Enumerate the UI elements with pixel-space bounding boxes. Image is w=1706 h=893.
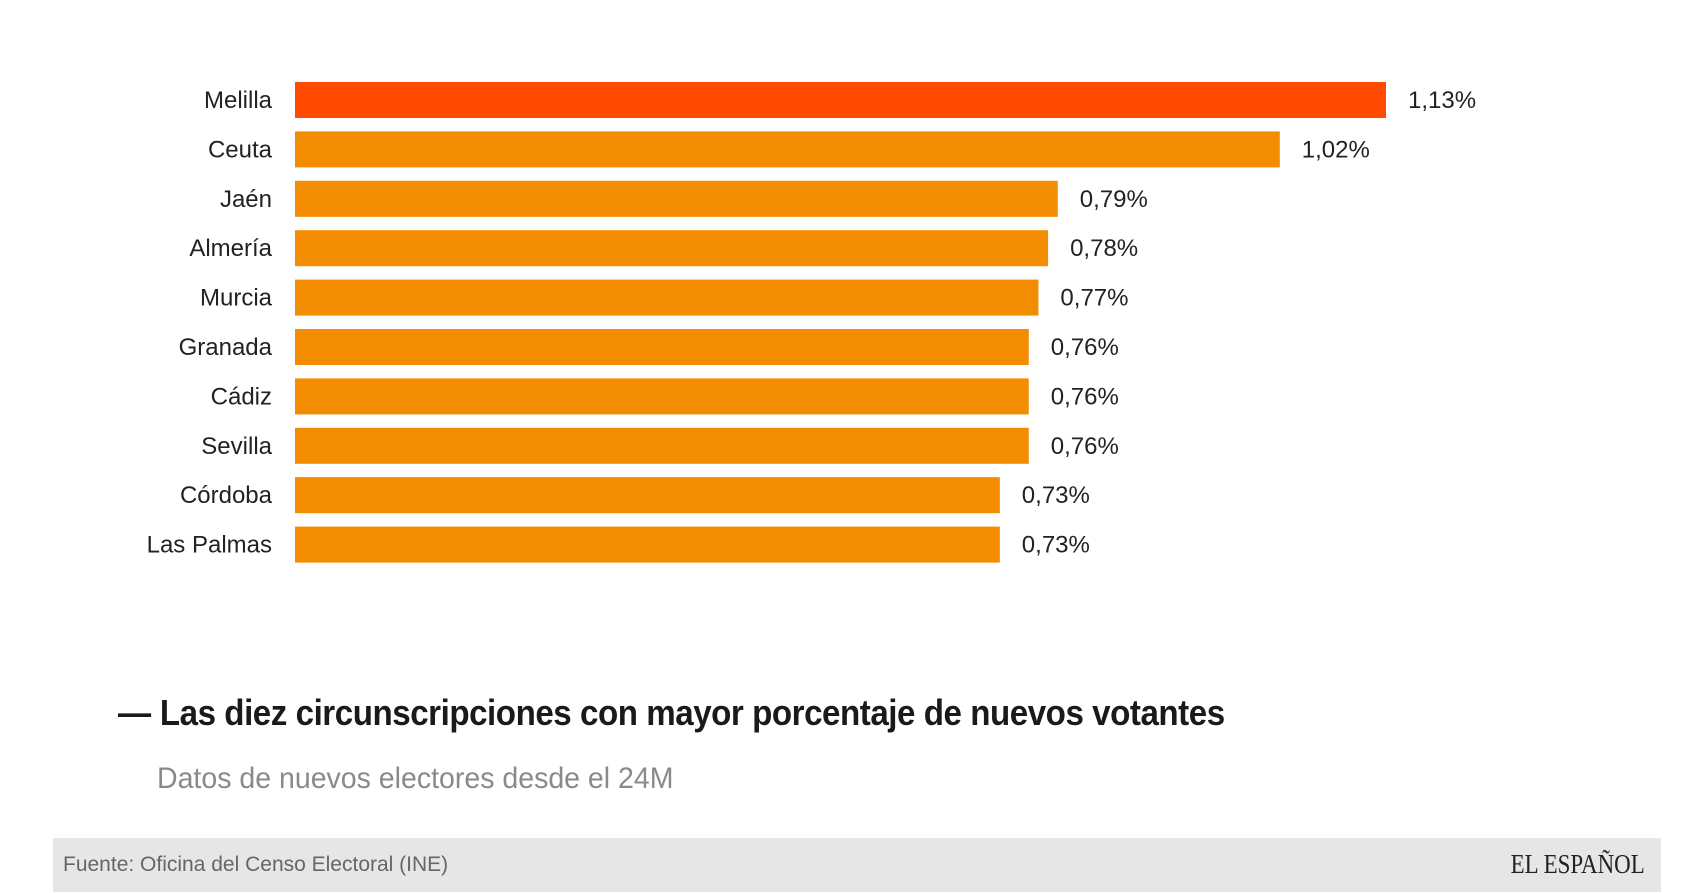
bar-row: Melilla 1,13% xyxy=(204,82,1476,118)
bar-row: Cádiz 0,76% xyxy=(211,378,1119,415)
bar-row: Las Palmas 0,73% xyxy=(147,526,1090,563)
footer-bar: Fuente: Oficina del Censo Electoral (INE… xyxy=(53,838,1661,892)
bar xyxy=(295,279,1039,316)
category-label: Cádiz xyxy=(211,383,272,410)
bar-row: Almería 0,78% xyxy=(189,230,1138,267)
chart-title-text: Las diez circunscripciones con mayor por… xyxy=(159,692,1225,733)
value-label: 0,77% xyxy=(1060,285,1128,312)
source-note: Fuente: Oficina del Censo Electoral (INE… xyxy=(63,853,449,876)
bar-row: Ceuta 1,02% xyxy=(208,131,1370,168)
value-label: 0,78% xyxy=(1070,235,1138,262)
value-label: 0,76% xyxy=(1051,433,1119,460)
category-label: Jaén xyxy=(220,186,272,213)
chart-title: — Las diez circunscripciones con mayor po… xyxy=(118,692,1225,734)
bar xyxy=(295,477,1000,514)
title-dash: — xyxy=(118,692,151,733)
value-label: 0,76% xyxy=(1051,334,1119,361)
value-label: 0,79% xyxy=(1080,186,1148,213)
bar xyxy=(295,82,1386,118)
value-label: 1,13% xyxy=(1408,87,1476,114)
bar-row: Murcia 0,77% xyxy=(200,279,1128,316)
category-label: Almería xyxy=(189,235,272,262)
value-label: 1,02% xyxy=(1302,136,1370,163)
bar-row: Córdoba 0,73% xyxy=(180,477,1090,514)
category-label: Murcia xyxy=(200,285,273,312)
bar xyxy=(295,427,1029,464)
bar xyxy=(295,378,1029,415)
bar-row: Granada 0,76% xyxy=(179,329,1119,365)
category-label: Las Palmas xyxy=(147,532,272,559)
bar-row: Sevilla 0,76% xyxy=(201,427,1119,464)
category-label: Melilla xyxy=(204,87,273,114)
value-label: 0,73% xyxy=(1022,482,1090,509)
chart-subtitle: Datos de nuevos electores desde el 24M xyxy=(157,762,674,795)
bar-row: Jaén 0,79% xyxy=(220,180,1148,217)
value-label: 0,76% xyxy=(1051,383,1119,410)
category-label: Granada xyxy=(179,334,273,361)
category-label: Córdoba xyxy=(180,482,273,509)
brand-logo: EL ESPAÑOL xyxy=(1510,849,1645,879)
bar xyxy=(295,329,1029,365)
category-label: Ceuta xyxy=(208,136,273,163)
bar-chart: Melilla 1,13% Ceuta 1,02% Jaén 0,79% Almería 0,… xyxy=(147,82,1476,563)
bar xyxy=(295,230,1049,267)
value-label: 0,73% xyxy=(1022,532,1090,559)
bar xyxy=(295,180,1058,217)
bar xyxy=(295,131,1280,168)
bar xyxy=(295,526,1000,563)
category-label: Sevilla xyxy=(201,433,272,460)
